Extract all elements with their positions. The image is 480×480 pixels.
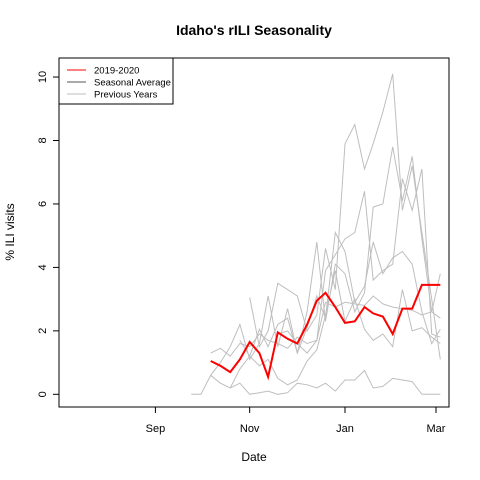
previous-year-line-2	[210, 146, 441, 376]
legend-label-1: 2019-2020	[94, 66, 139, 77]
y-tick-label-6: 6	[37, 201, 49, 207]
y-axis-label: % ILI visits	[3, 203, 17, 260]
x-axis: Sep Nov Jan Mar	[146, 406, 446, 435]
y-tick-label-10: 10	[37, 71, 49, 83]
plot-frame	[58, 57, 450, 408]
legend-label-2: Seasonal Average	[94, 78, 171, 89]
x-tick-label-mar: Mar	[427, 423, 446, 435]
previous-year-line-7	[191, 369, 441, 395]
previous-year-line-6	[229, 270, 441, 389]
previous-year-line-3	[239, 230, 441, 358]
y-tick-label-8: 8	[37, 137, 49, 143]
x-tick-label-jan: Jan	[336, 423, 354, 435]
plot-area	[191, 73, 441, 395]
x-tick-label-nov: Nov	[240, 423, 260, 435]
previous-year-line-4	[249, 73, 441, 360]
current-season-line	[210, 283, 441, 381]
legend-label-3: Previous Years	[94, 90, 158, 101]
chart-title: Idaho's rILI Seasonality	[176, 22, 332, 38]
y-tick-label-2: 2	[37, 328, 49, 334]
y-axis: 0 2 4 6 8 10	[37, 71, 60, 397]
y-tick-label-4: 4	[37, 264, 49, 270]
previous-year-line-5	[277, 168, 441, 354]
y-tick-label-0: 0	[37, 391, 49, 397]
legend-box	[58, 57, 174, 105]
x-tick-label-sep: Sep	[146, 423, 166, 435]
x-axis-label: Date	[241, 450, 267, 464]
